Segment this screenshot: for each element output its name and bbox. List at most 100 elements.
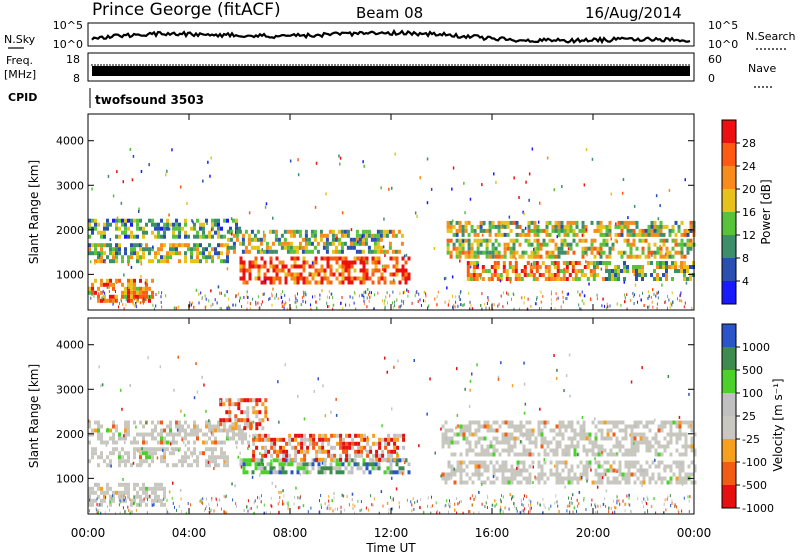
echo-cell	[376, 249, 380, 254]
echo-cell	[335, 276, 339, 281]
echo-cell	[252, 398, 256, 403]
echo-cell	[617, 232, 621, 237]
echo-cell	[243, 410, 247, 415]
echo-cell	[312, 441, 316, 446]
echo-cell	[402, 445, 406, 450]
echo-cell	[380, 276, 384, 281]
echo-cell	[109, 486, 112, 491]
echo-cell	[94, 490, 97, 495]
echo-cell	[190, 451, 193, 456]
echo-speckle	[558, 510, 560, 513]
echo-cell	[507, 420, 511, 425]
echo-cell	[260, 466, 264, 471]
echo-speckle	[583, 498, 585, 502]
echo-cell	[378, 445, 382, 450]
echo-speckle	[647, 502, 649, 506]
echo-cell	[328, 229, 332, 234]
echo-cell	[378, 437, 382, 442]
echo-speckle	[604, 497, 606, 501]
echo-speckle	[255, 302, 257, 306]
echo-cell	[246, 418, 250, 423]
echo-cell	[505, 277, 509, 281]
echo-cell	[599, 246, 603, 251]
echo-speckle	[416, 290, 418, 294]
echo-cell	[407, 272, 411, 277]
echo-cell	[645, 468, 649, 473]
echo-cell	[677, 250, 681, 255]
echo-speckle	[501, 494, 502, 497]
echo-speckle	[522, 210, 524, 214]
echo-cell	[558, 476, 562, 481]
echo-cell	[178, 222, 181, 227]
echo-cell	[91, 447, 94, 452]
echo-cell	[133, 294, 136, 299]
echo-speckle	[469, 265, 472, 269]
echo-cell	[572, 250, 576, 255]
echo-cell	[458, 228, 462, 233]
echo-cell	[211, 259, 214, 264]
echo-speckle	[515, 257, 517, 261]
echo-speckle	[423, 290, 426, 294]
echo-cell	[127, 298, 130, 303]
echo-cell	[248, 264, 252, 269]
echo-cell	[302, 264, 306, 269]
echo-cell	[368, 276, 372, 281]
echo-cell	[672, 432, 676, 437]
echo-cell	[513, 440, 517, 445]
echo-cell	[160, 218, 163, 223]
echo-cell	[371, 466, 375, 471]
echo-cell	[642, 432, 646, 437]
echo-cell	[441, 432, 445, 437]
echo-cell	[265, 249, 269, 254]
echo-cell	[91, 490, 94, 495]
echo-cell	[620, 254, 624, 259]
echo-cell	[253, 233, 257, 238]
echo-cell	[255, 398, 259, 403]
echo-speckle	[562, 295, 564, 299]
echo-cell	[656, 224, 660, 229]
echo-cell	[345, 449, 349, 454]
echo-speckle	[260, 303, 262, 306]
echo-cell	[175, 432, 178, 437]
echo-cell	[340, 249, 344, 254]
echo-speckle	[161, 291, 163, 295]
echo-cell	[142, 251, 145, 256]
echo-cell	[136, 298, 139, 303]
echo-cell	[693, 452, 697, 457]
echo-cell	[154, 498, 157, 503]
echo-cell	[316, 241, 320, 246]
echo-speckle	[544, 505, 546, 509]
echo-cell	[360, 445, 364, 450]
echo-cell	[677, 242, 681, 247]
echo-speckle	[449, 501, 451, 505]
echo-cell	[531, 432, 535, 437]
echo-cell	[651, 420, 655, 425]
echo-speckle	[302, 290, 304, 294]
echo-cell	[690, 444, 694, 449]
echo-cell	[103, 251, 106, 256]
echo-speckle	[556, 235, 558, 239]
echo-cell	[263, 276, 267, 281]
echo-cell	[142, 459, 145, 464]
echo-cell	[294, 445, 298, 450]
echo-cell	[681, 468, 685, 473]
echo-cell	[242, 280, 246, 285]
echo-cell	[477, 452, 481, 457]
echo-cell	[642, 440, 646, 445]
echo-speckle	[633, 273, 636, 277]
echo-cell	[459, 428, 463, 433]
echo-cell	[254, 276, 258, 281]
echo-speckle	[102, 298, 105, 301]
echo-cell	[555, 480, 559, 485]
echo-speckle	[226, 290, 228, 294]
echo-cell	[142, 247, 145, 252]
echo-cell	[241, 428, 244, 433]
echo-cell	[494, 238, 498, 243]
echo-cell	[103, 234, 106, 239]
echo-cell	[352, 237, 356, 242]
echo-cell	[139, 259, 142, 264]
echo-speckle	[502, 510, 504, 514]
echo-cell	[503, 232, 507, 237]
echo-speckle	[393, 365, 395, 369]
echo-cell	[548, 250, 552, 255]
